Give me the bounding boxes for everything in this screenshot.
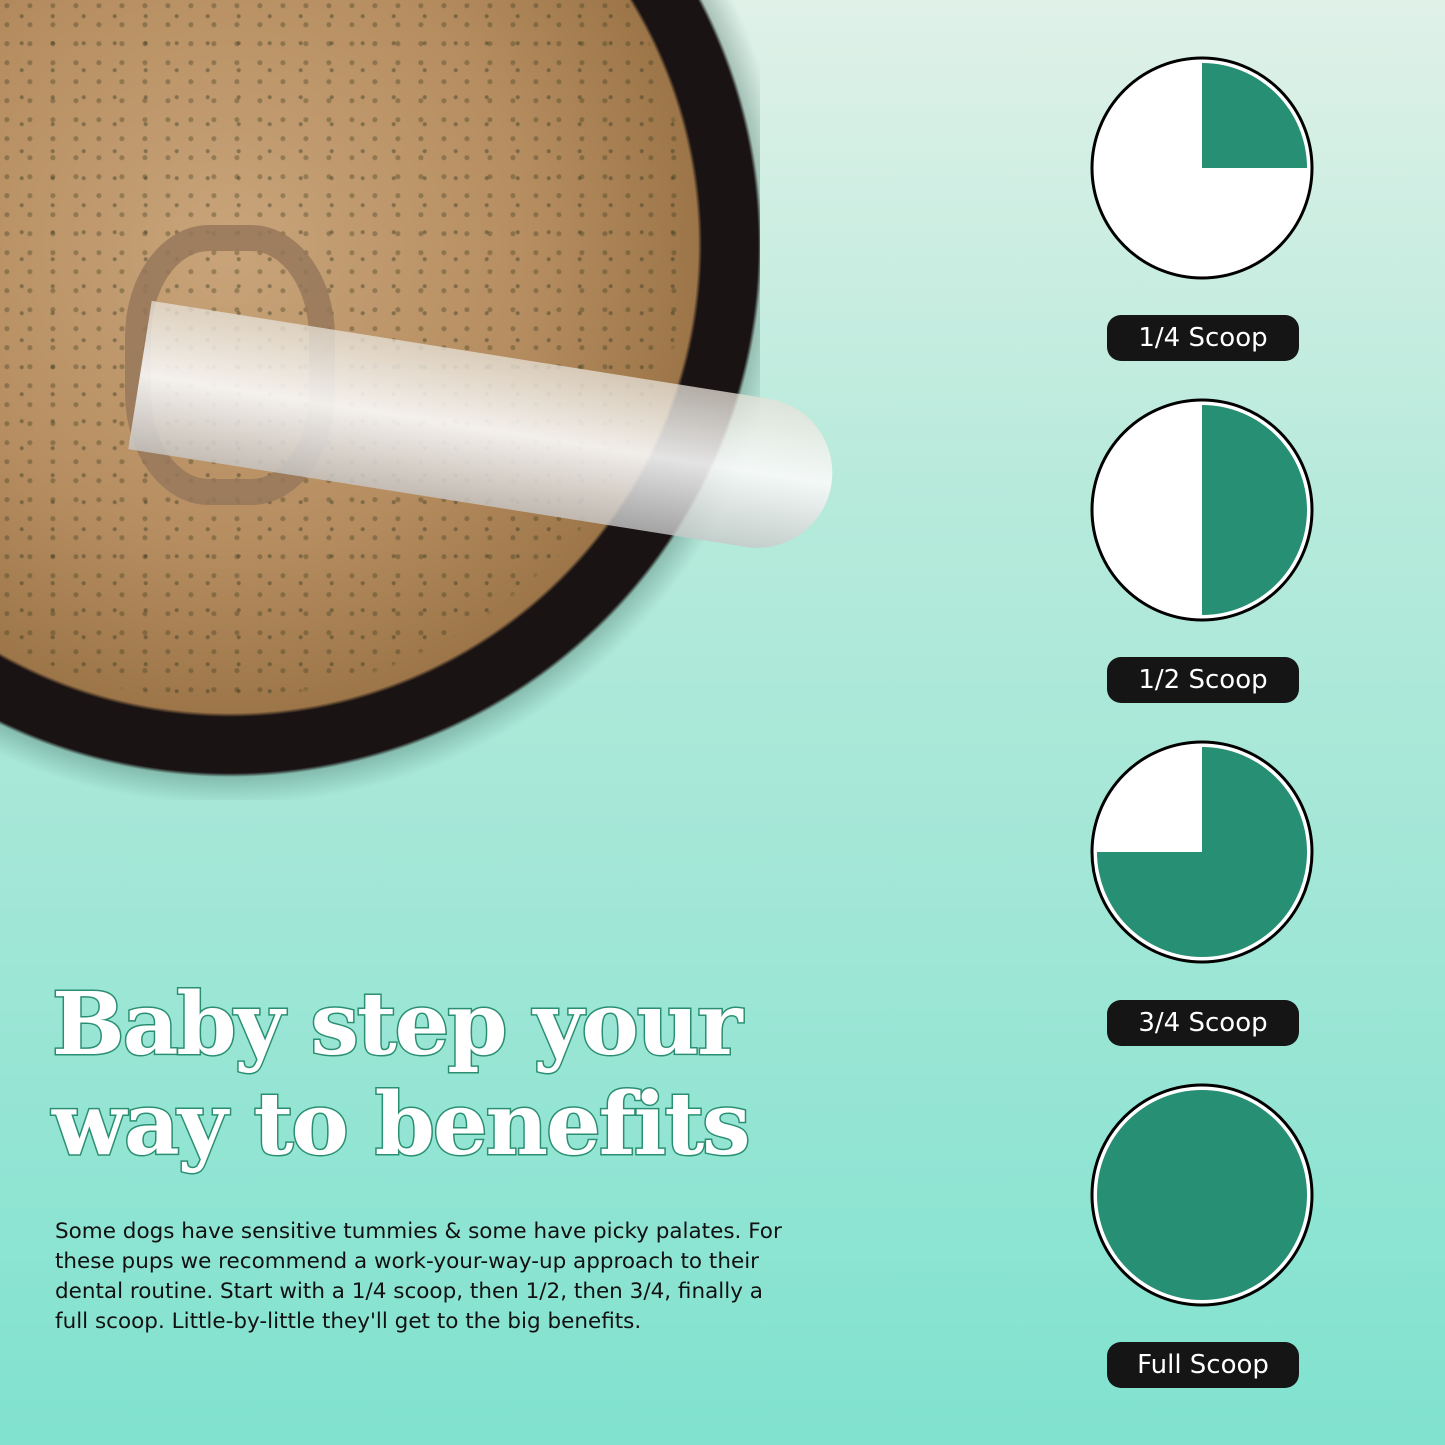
pie-quarter [1090,56,1314,280]
label-half: 1/2 Scoop [1107,657,1299,703]
headline-line-1: Baby step your [51,973,745,1076]
pie-fill-slice [1097,747,1307,957]
headline: Baby step your way to benefits [51,973,753,1176]
pie-half [1090,398,1314,622]
body-text: Some dogs have sensitive tummies & some … [55,1219,782,1334]
headline-line-2: way to benefits [51,1073,753,1176]
pie-fill-slice [1202,63,1307,168]
pie-fill-slice [1202,405,1307,615]
pie-three-quarter [1090,740,1314,964]
pie-fill-slice [1097,1090,1307,1300]
step-three-quarter: 3/4 Scoop [1090,740,1314,1046]
label-quarter: 1/4 Scoop [1107,315,1299,361]
label-full: Full Scoop [1107,1342,1299,1388]
label-three-quarter: 3/4 Scoop [1107,1000,1299,1046]
step-half: 1/2 Scoop [1090,398,1314,703]
step-quarter: 1/4 Scoop [1090,56,1314,361]
pie-full [1090,1083,1314,1307]
step-full: Full Scoop [1090,1083,1314,1388]
